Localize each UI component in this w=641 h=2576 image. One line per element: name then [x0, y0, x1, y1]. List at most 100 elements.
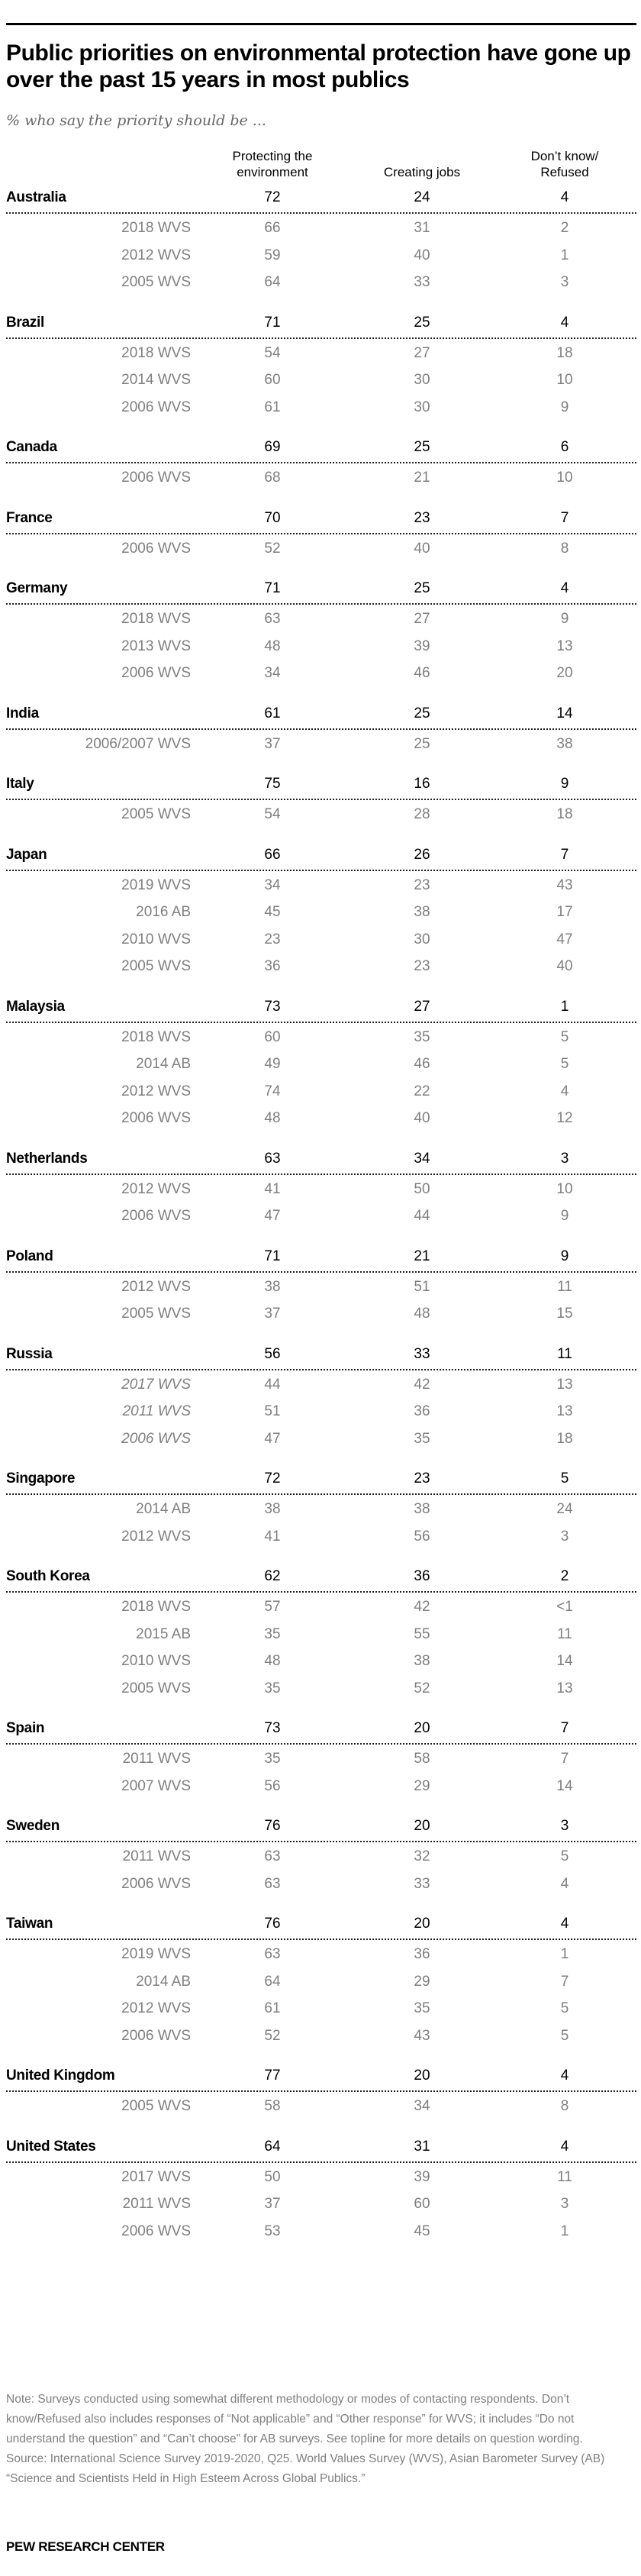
value-jobs: 58: [414, 1751, 430, 1767]
group-spacer: [0, 983, 641, 996]
value-jobs: 44: [414, 1208, 430, 1224]
survey-label: 2018 WVS: [121, 1028, 191, 1045]
survey-row: 2013 WVS 48 39 13: [0, 635, 641, 663]
value-environment: 76: [264, 1916, 281, 1932]
top-rule: [6, 23, 636, 25]
value-jobs: 48: [414, 1306, 430, 1322]
value-environment: 64: [264, 2138, 281, 2155]
value-jobs: 31: [414, 2138, 430, 2155]
survey-label: 2010 WVS: [121, 931, 191, 947]
value-environment: 37: [264, 735, 281, 752]
country-row: South Korea 62 36 2: [0, 1565, 641, 1596]
value-environment: 71: [264, 580, 281, 596]
value-dont-know: 4: [560, 1875, 569, 1892]
survey-label: 2006 WVS: [121, 1875, 191, 1892]
value-dont-know: 10: [556, 1180, 573, 1197]
dotted-divider: [6, 1938, 636, 1940]
value-jobs: 33: [414, 1345, 430, 1362]
dotted-divider: [6, 603, 636, 605]
survey-label: 2018 WVS: [121, 611, 191, 627]
country-name: Malaysia: [6, 998, 65, 1015]
value-jobs: 39: [414, 2168, 430, 2185]
value-environment: 68: [264, 470, 281, 486]
group-spacer: [0, 2051, 641, 2064]
value-dont-know: 11: [557, 2168, 572, 2185]
value-environment: 48: [264, 638, 281, 654]
survey-label: 2006 WVS: [121, 540, 191, 557]
value-jobs: 25: [414, 705, 430, 721]
value-environment: 63: [264, 1875, 281, 1892]
value-environment: 63: [264, 1848, 281, 1864]
country-group: Singapore 72 23 5 2014 AB 38 38 24 2012 WVS 41 56 3: [0, 1467, 641, 1565]
country-group: Russia 56 33 11 2017 WVS 44 42 13 2011 WVS 51 36 13…: [0, 1343, 641, 1468]
value-environment: 77: [264, 2068, 281, 2084]
value-environment: 61: [264, 399, 281, 415]
value-jobs: 38: [414, 904, 430, 920]
dotted-divider: [6, 212, 636, 214]
footer-source: Source: International Science Survey 201…: [6, 2452, 605, 2465]
country-name: Japan: [6, 846, 47, 863]
value-environment: 74: [264, 1083, 281, 1099]
value-dont-know: 3: [560, 274, 569, 290]
value-jobs: 56: [414, 1528, 430, 1545]
dotted-divider: [6, 728, 636, 730]
survey-label: 2012 WVS: [121, 1083, 191, 1099]
value-environment: 62: [264, 1568, 281, 1584]
country-name: Netherlands: [6, 1150, 88, 1167]
value-environment: 35: [264, 1680, 281, 1696]
group-spacer: [0, 1802, 641, 1815]
value-jobs: 42: [414, 1599, 430, 1615]
value-dont-know: 13: [556, 638, 573, 654]
value-environment: 72: [264, 189, 281, 205]
value-jobs: 21: [414, 1248, 430, 1264]
pew-research-center-logo: PEW RESEARCH CENTER: [6, 2539, 165, 2554]
survey-label: 2006 WVS: [121, 1430, 191, 1447]
value-jobs: 34: [414, 1150, 430, 1167]
country-row: Sweden 76 20 3: [0, 1815, 641, 1845]
value-dont-know: 3: [560, 1818, 569, 1834]
country-name: Italy: [6, 776, 34, 792]
country-row: United Kingdom 77 20 4: [0, 2064, 641, 2095]
country-group: Japan 66 26 7 2019 WVS 34 23 43 2016 AB 45 38 17 201…: [0, 844, 641, 996]
value-environment: 49: [264, 1056, 281, 1072]
value-dont-know: 2: [560, 220, 569, 236]
survey-row: 2010 WVS 23 30 47: [0, 928, 641, 956]
survey-row: 2017 WVS 44 42 13: [0, 1374, 641, 1401]
value-dont-know: 9: [560, 1208, 569, 1224]
survey-label: 2006 WVS: [121, 470, 191, 486]
value-environment: 58: [264, 2098, 281, 2114]
value-dont-know: 20: [556, 665, 573, 681]
survey-row: 2005 WVS 37 48 15: [0, 1303, 641, 1330]
value-dont-know: 8: [560, 2098, 569, 2114]
value-environment: 36: [264, 958, 281, 974]
value-dont-know: 4: [560, 2138, 569, 2155]
survey-row: 2014 AB 38 38 24: [0, 1498, 641, 1525]
value-jobs: 38: [414, 1501, 430, 1517]
value-dont-know: 5: [560, 2000, 569, 2016]
survey-label: 2011 WVS: [122, 1848, 191, 1864]
value-environment: 56: [264, 1345, 281, 1362]
dotted-divider: [6, 2090, 636, 2092]
value-dont-know: 3: [560, 1528, 569, 1545]
survey-row: 2006 WVS 48 40 12: [0, 1107, 641, 1135]
dotted-divider: [6, 532, 636, 534]
column-header-line: environment: [237, 165, 308, 179]
value-environment: 34: [264, 665, 281, 681]
value-jobs: 23: [414, 509, 430, 526]
value-environment: 73: [264, 1720, 281, 1736]
value-jobs: 55: [414, 1625, 430, 1642]
survey-label: 2013 WVS: [121, 638, 191, 654]
value-jobs: 40: [414, 247, 430, 263]
column-header-line: Protecting the: [232, 149, 313, 163]
survey-row: 2005 WVS 54 28 18: [0, 803, 641, 831]
value-jobs: 33: [414, 274, 430, 290]
survey-label: 2014 AB: [136, 1501, 191, 1517]
value-environment: 61: [264, 2000, 281, 2016]
country-group: Brazil 71 25 4 2018 WVS 54 27 18 2014 WVS 60 30 10 2…: [0, 312, 641, 437]
survey-row: 2012 WVS 61 35 5: [0, 1997, 641, 2025]
survey-row: 2014 AB 64 29 7: [0, 1971, 641, 1998]
value-dont-know: 5: [560, 1056, 569, 1072]
country-name: Germany: [6, 580, 68, 596]
value-environment: 66: [264, 220, 281, 236]
survey-row: 2006 WVS 53 45 1: [0, 2220, 641, 2248]
